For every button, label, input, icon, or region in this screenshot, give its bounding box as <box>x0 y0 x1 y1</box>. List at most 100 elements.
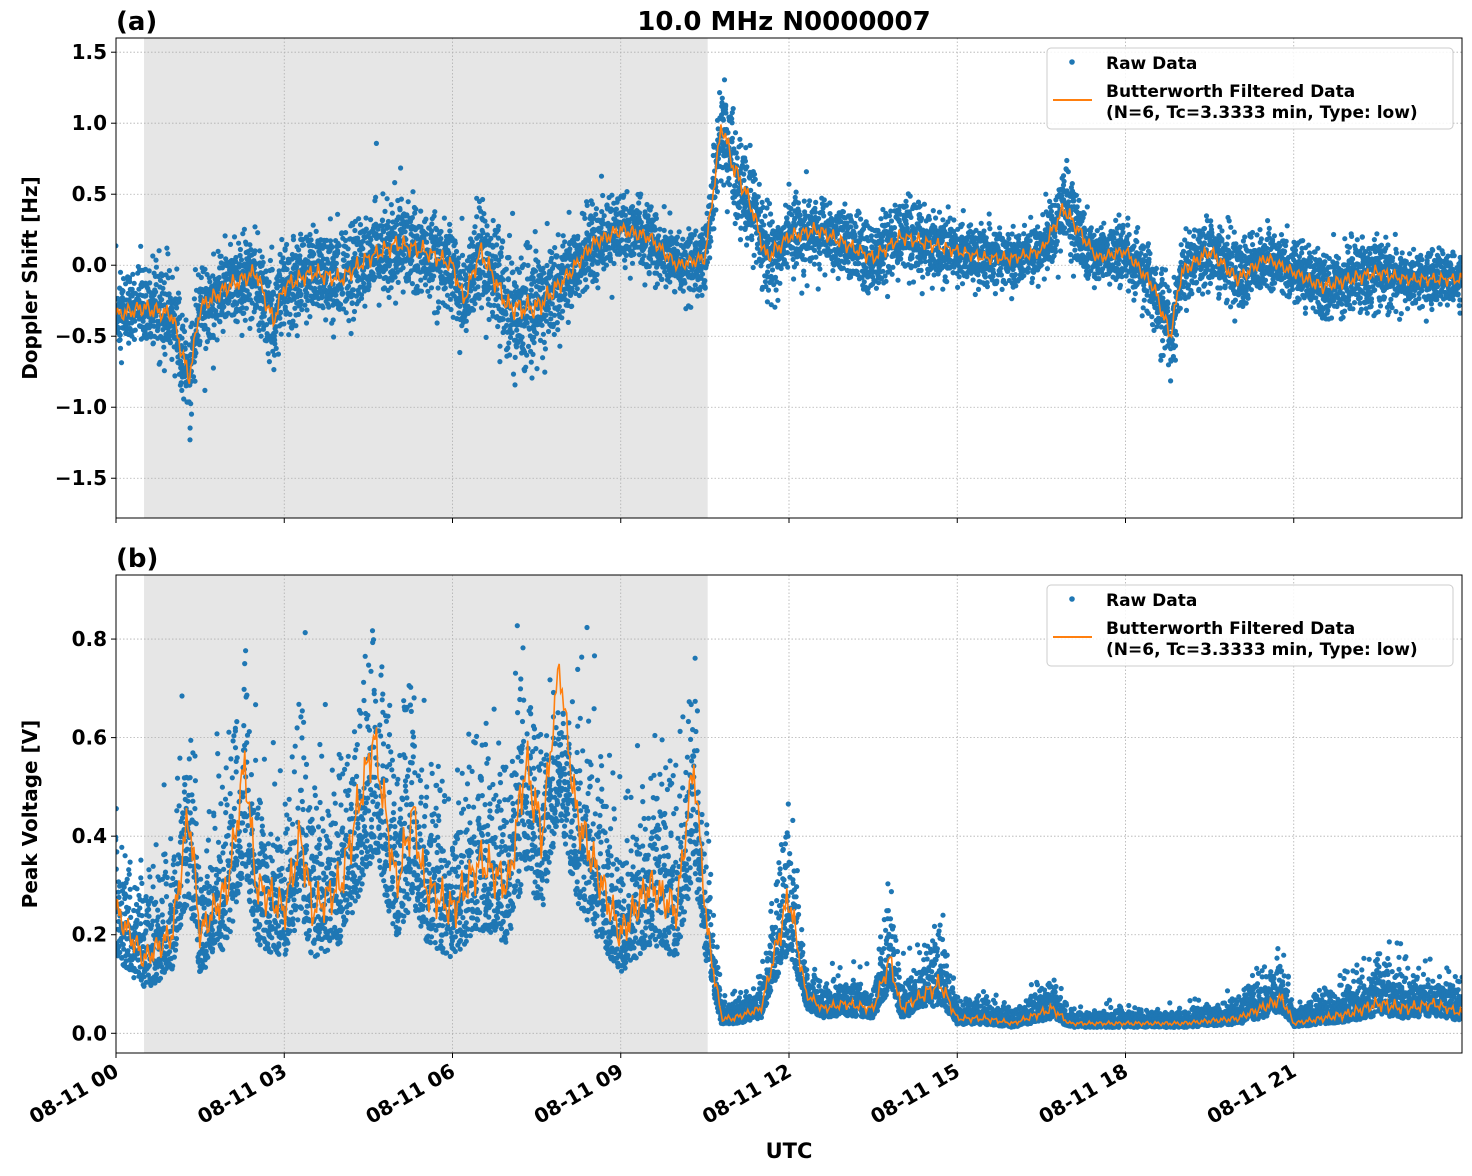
raw-point <box>525 263 530 268</box>
raw-point <box>707 244 712 249</box>
raw-point <box>396 280 401 285</box>
raw-point <box>927 217 932 222</box>
raw-point <box>418 209 423 214</box>
raw-point <box>806 203 811 208</box>
raw-point <box>726 176 731 181</box>
raw-point <box>737 137 742 142</box>
raw-point <box>161 345 166 350</box>
raw-point <box>447 222 452 227</box>
raw-point <box>552 245 557 250</box>
raw-point <box>130 272 135 277</box>
raw-point <box>387 295 392 300</box>
raw-point <box>739 143 744 148</box>
raw-point <box>247 242 252 247</box>
raw-point <box>710 216 715 221</box>
raw-point <box>919 216 924 221</box>
raw-point <box>727 182 732 187</box>
raw-point <box>822 197 827 202</box>
raw-point <box>219 254 224 259</box>
raw-point <box>221 304 226 309</box>
raw-point <box>653 227 658 232</box>
raw-point <box>302 303 307 308</box>
raw-point <box>525 320 530 325</box>
raw-point <box>919 268 924 273</box>
raw-point <box>368 217 373 222</box>
raw-point <box>523 365 528 370</box>
raw-point <box>562 239 567 244</box>
raw-point <box>555 327 560 332</box>
raw-point <box>390 211 395 216</box>
raw-point <box>774 287 779 292</box>
raw-point <box>623 213 628 218</box>
raw-point <box>160 286 165 291</box>
raw-point <box>419 289 424 294</box>
raw-point <box>334 261 339 266</box>
raw-point <box>482 219 487 224</box>
raw-point <box>890 272 895 277</box>
raw-point <box>510 269 515 274</box>
raw-point <box>801 269 806 274</box>
raw-point <box>903 199 908 204</box>
raw-point <box>497 359 502 364</box>
raw-point <box>474 214 479 219</box>
raw-point <box>464 328 469 333</box>
raw-point <box>766 288 771 293</box>
raw-point <box>321 305 326 310</box>
raw-point <box>447 228 452 233</box>
raw-point <box>236 241 241 246</box>
raw-point <box>157 360 162 365</box>
raw-point <box>180 324 185 329</box>
raw-point <box>247 326 252 331</box>
raw-point <box>940 217 945 222</box>
raw-point <box>569 304 574 309</box>
raw-point <box>559 315 564 320</box>
raw-point <box>524 287 529 292</box>
raw-point <box>307 232 312 237</box>
raw-point <box>268 258 273 263</box>
raw-point <box>556 232 561 237</box>
raw-point <box>290 319 295 324</box>
raw-point <box>822 272 827 277</box>
raw-point <box>506 340 511 345</box>
raw-point <box>180 313 185 318</box>
raw-point <box>533 229 538 234</box>
raw-point <box>174 305 179 310</box>
raw-point <box>609 193 614 198</box>
raw-point <box>744 164 749 169</box>
raw-point <box>541 270 546 275</box>
raw-point <box>323 317 328 322</box>
raw-point <box>622 258 627 263</box>
raw-point <box>410 281 415 286</box>
raw-point <box>680 237 685 242</box>
raw-point <box>484 223 489 228</box>
raw-point <box>599 174 604 179</box>
raw-point <box>751 265 756 270</box>
raw-point <box>525 240 530 245</box>
raw-point <box>207 279 212 284</box>
raw-point <box>543 346 548 351</box>
raw-point <box>563 292 568 297</box>
raw-point <box>449 280 454 285</box>
raw-point <box>195 333 200 338</box>
raw-point <box>307 314 312 319</box>
raw-point <box>738 237 743 242</box>
raw-point <box>296 247 301 252</box>
raw-point <box>373 275 378 280</box>
raw-point <box>133 328 138 333</box>
raw-point <box>495 324 500 329</box>
raw-point <box>741 172 746 177</box>
raw-point <box>481 211 486 216</box>
raw-point <box>662 228 667 233</box>
raw-point <box>132 319 137 324</box>
raw-point <box>960 281 965 286</box>
raw-point <box>506 277 511 282</box>
raw-point <box>279 237 284 242</box>
raw-point <box>590 202 595 207</box>
raw-point <box>733 130 738 135</box>
raw-point <box>162 280 167 285</box>
raw-point <box>427 294 432 299</box>
raw-point <box>436 305 441 310</box>
raw-point <box>298 232 303 237</box>
raw-point <box>594 278 599 283</box>
raw-point <box>172 312 177 317</box>
